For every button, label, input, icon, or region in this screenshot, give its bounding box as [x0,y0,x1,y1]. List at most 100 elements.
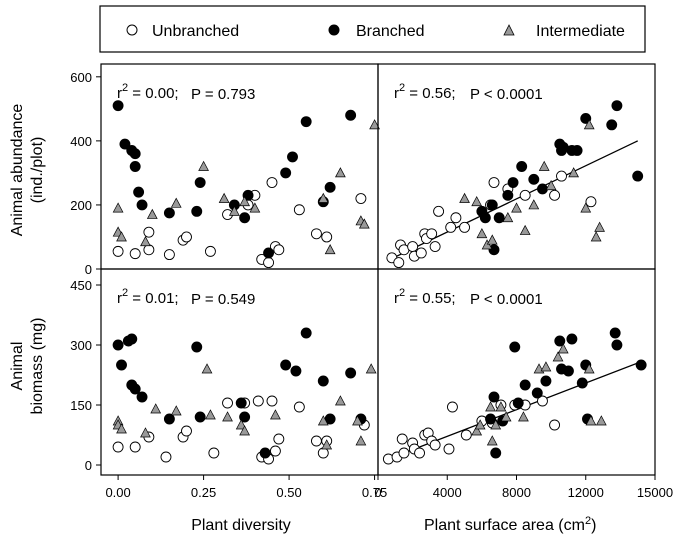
panel-r1c1-point-intermediate [557,343,569,354]
panel-r1c1-point-branched [611,339,623,351]
panel-r1c1-point-intermediate [595,415,607,426]
panel-r1c0-r2-stat: r2 = 0.01; [117,287,179,307]
panel-r0c1-point-unbranched [549,189,561,201]
panel-r0c0-point-branched [112,100,124,112]
panel-r1c1-point-intermediate [495,401,507,412]
panel-r0c0-point-branched [129,161,141,172]
panel-r0c0-point-intermediate [324,244,336,255]
panel-r0c1-r2-value: = 0.56; [405,85,455,102]
panel-r0c0-point-intermediate [239,195,251,207]
panel-r0c1-point-intermediate [545,179,557,191]
panel-r1c1-point-intermediate [471,425,483,436]
panel-r1c0-point-branched [194,411,206,423]
panel-r1c1-point-unbranched [396,433,408,445]
panel-r0c0-point-branched [263,247,275,259]
panel-r1c1-point-branched [490,447,502,459]
legend-box [99,5,646,53]
panel-r0c1-point-branched [528,173,540,185]
panel-r0c1-r2-exponent: 2 [399,82,405,94]
panel-r0c1-point-unbranched [488,177,500,188]
panel-r0c0-point-unbranched [143,244,155,256]
panel-r0c0-point-branched [129,148,141,160]
panel-r1c0-point-unbranched [293,401,305,413]
panel-r1c1-x-tick-label: 4000 [433,485,462,500]
panel-r1c1-point-intermediate [485,401,496,412]
panel-r1c0-point-unbranched [317,447,329,459]
panel-r0c1-point-branched [507,177,519,188]
panel-r1c0-y-tick-label: 0 [85,458,92,473]
panel-r1c1-point-intermediate [552,351,564,362]
panel-r0c1-point-intermediate [590,231,602,242]
panel-r0c0-point-intermediate [140,236,151,247]
panel-r0c1-point-branched [611,100,623,112]
panel-r0c1-point-intermediate [471,195,483,207]
panel-r1c0-point-intermediate [235,419,247,430]
panel-r1c1-point-intermediate [500,411,512,422]
panel-r1c0-y-tick-label: 150 [70,398,92,413]
panel-r1c1-point-branched [485,413,496,425]
panel-r1c1-point-intermediate [540,361,552,372]
panel-r0c0-point-unbranched [163,249,175,261]
panel-r1c1-r2-exponent: 2 [399,287,405,299]
panel-r1c0-point-branched [290,365,302,377]
panel-r1c1-point-intermediate [585,415,597,426]
panel-r0c0-point-intermediate [334,167,346,178]
panel-r1c0-r2-exponent: 2 [122,287,128,299]
panel-r1c1-x-tick-label: 0 [374,485,381,500]
panel-r1c1-point-branched [576,377,588,389]
panel-r0c1-point-branched [537,183,548,195]
panel-r1c0-point-branched [191,341,203,353]
panel-r1c0-p-value: P = 0.549 [191,291,255,308]
panel-r1c0-point-branched [112,339,124,351]
panel-r0c0-point-unbranched [273,244,285,256]
panel-r1c0-point-intermediate [150,403,162,414]
panel-r0c1-point-intermediate [486,234,498,245]
panel-r1c1-point-intermediate [486,435,498,446]
panel-r1c0-y-tick-label: 450 [70,278,92,293]
panel-r1c1-r2-stat: r2 = 0.55; [394,287,456,307]
panel-r1c1-point-branched [540,375,552,387]
panel-r0c0-point-intermediate [198,160,209,171]
panel-r0c1-point-unbranched [433,205,445,217]
panel-r0c0-y-tick-label: 0 [85,262,92,277]
panel-r0c0-point-unbranched [263,257,275,269]
panel-r0c0-point-unbranched [266,177,278,188]
panel-r0c0-point-branched [345,109,357,121]
panel-r0c1-point-unbranched [556,170,567,182]
panel-r0c0-point-branched [324,181,336,193]
y-axis-label-abundance-line2: (ind./plot) [29,137,46,204]
panel-r0c1-point-branched [488,244,500,256]
panel-r1c0-point-intermediate [170,405,182,416]
panel-r1c0-point-unbranched [181,425,192,437]
panel-r1c0-point-intermediate [352,415,363,426]
panel-r0c1-r2-stat: r2 = 0.56; [394,82,456,102]
panel-r1c0-point-branched [317,375,329,387]
x-axis-label-surface-area-close: ) [591,517,596,534]
panel-r1c0-point-branched [239,411,251,423]
panel-r0c1-point-unbranched [426,228,438,240]
panel-r0c0-r2-stat: r2 = 0.00; [117,82,179,102]
panel-r1c1-p-value: P < 0.0001 [470,291,543,308]
panel-r1c1-x-tick-label: 12000 [568,485,604,500]
panel-r1c0-point-branched [259,447,271,459]
panel-r0c0-point-intermediate [170,197,182,208]
panel-r1c0-point-intermediate [355,435,367,446]
panel-r0c0-point-unbranched [293,204,305,216]
panel-r0c1-point-unbranched [459,221,471,233]
panel-r0c0-point-intermediate [112,202,124,213]
panel-r0c0-point-branched [163,207,175,219]
panel-r1c0-point-branched [136,391,148,403]
panel-r0c0-point-intermediate [218,192,230,203]
panel-r0c1-point-intermediate [511,202,522,213]
panel-r1c1-x-tick-label: 15000 [637,485,673,500]
panel-r1c0-point-intermediate [321,439,333,450]
panel-r0c1-point-branched [486,199,498,211]
panel-r1c0-point-branched [126,333,138,345]
panel-r0c0-point-intermediate [146,208,158,219]
panel-r0c1-point-unbranched [429,241,441,253]
panel-r1c1-point-unbranched [460,429,472,441]
panel-r0c1-point-intermediate [583,119,595,130]
panel-r0c0-point-intermediate [317,192,329,203]
panel-r1c1-point-intermediate [583,363,595,374]
y-axis-label-biomass-line2: biomass (mg) [29,318,46,415]
